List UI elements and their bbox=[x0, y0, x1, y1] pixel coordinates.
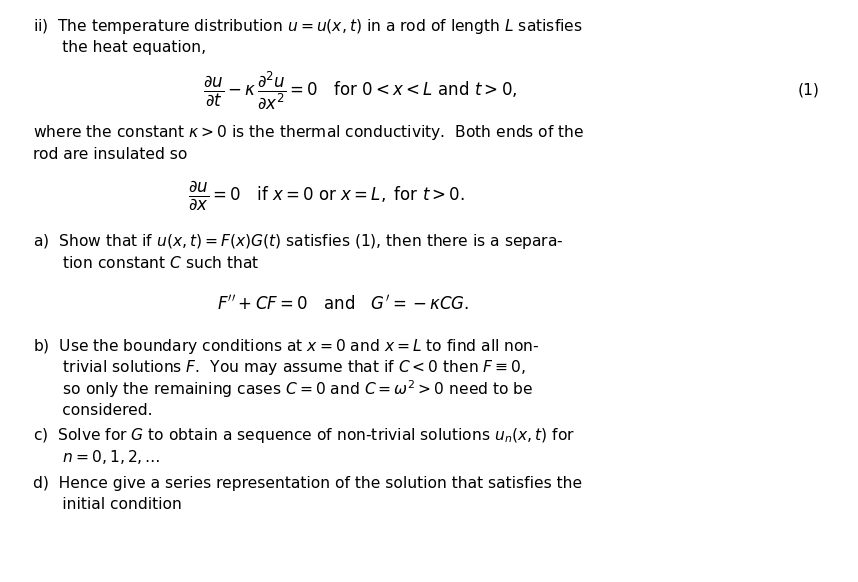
Text: where the constant $\kappa > 0$ is the thermal conductivity.  Both ends of the: where the constant $\kappa > 0$ is the t… bbox=[33, 123, 584, 142]
Text: $\dfrac{\partial u}{\partial x} = 0 \quad \text{if } x = 0 \text{ or } x = L, \t: $\dfrac{\partial u}{\partial x} = 0 \qua… bbox=[188, 178, 464, 212]
Text: trivial solutions $F$.  You may assume that if $C < 0$ then $F \equiv 0$,: trivial solutions $F$. You may assume th… bbox=[33, 359, 526, 377]
Text: tion constant $C$ such that: tion constant $C$ such that bbox=[33, 255, 259, 271]
Text: considered.: considered. bbox=[33, 403, 152, 418]
Text: the heat equation,: the heat equation, bbox=[33, 40, 206, 55]
Text: $\dfrac{\partial u}{\partial t} - \kappa\,\dfrac{\partial^2 u}{\partial x^2} = 0: $\dfrac{\partial u}{\partial t} - \kappa… bbox=[203, 69, 517, 111]
Text: initial condition: initial condition bbox=[33, 497, 182, 512]
Text: $n = 0, 1, 2, \ldots$: $n = 0, 1, 2, \ldots$ bbox=[33, 448, 160, 466]
Text: rod are insulated so: rod are insulated so bbox=[33, 147, 187, 162]
Text: b)  Use the boundary conditions at $x = 0$ and $x = L$ to find all non-: b) Use the boundary conditions at $x = 0… bbox=[33, 337, 540, 356]
Text: c)  Solve for $G$ to obtain a sequence of non-trivial solutions $u_n(x, t)$ for: c) Solve for $G$ to obtain a sequence of… bbox=[33, 426, 575, 445]
Text: a)  Show that if $u(x, t) = F(x)G(t)$ satisfies (1), then there is a separa-: a) Show that if $u(x, t) = F(x)G(t)$ sat… bbox=[33, 232, 564, 251]
Text: ii)  The temperature distribution $u = u(x, t)$ in a rod of length $L$ satisfies: ii) The temperature distribution $u = u(… bbox=[33, 17, 583, 36]
Text: $F'' + CF = 0 \quad \text{and} \quad G' = -\kappa CG.$: $F'' + CF = 0 \quad \text{and} \quad G' … bbox=[217, 294, 469, 313]
Text: (1): (1) bbox=[798, 83, 819, 98]
Text: so only the remaining cases $C = 0$ and $C = \omega^2 > 0$ need to be: so only the remaining cases $C = 0$ and … bbox=[33, 378, 533, 400]
Text: d)  Hence give a series representation of the solution that satisfies the: d) Hence give a series representation of… bbox=[33, 475, 582, 491]
